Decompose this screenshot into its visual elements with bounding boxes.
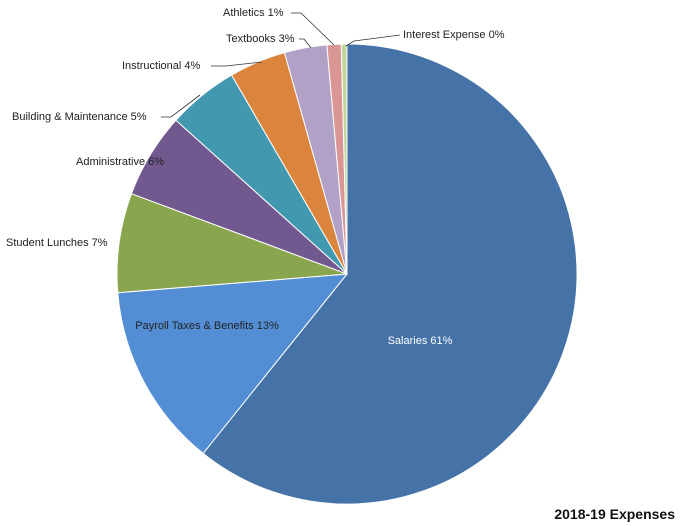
data-label-interest-expense: Interest Expense 0% <box>403 29 505 41</box>
data-label-athletics: Athletics 1% <box>223 7 284 19</box>
data-label-building-maintenance: Building & Maintenance 5% <box>12 111 147 123</box>
leader-line-textbooks <box>299 38 312 49</box>
data-label-payroll-taxes-benefits: Payroll Taxes & Benefits 13% <box>135 320 279 332</box>
leader-line-instructional <box>211 61 263 67</box>
leader-line-athletics <box>291 12 335 46</box>
leader-line-building-maintenance <box>161 94 201 118</box>
pie-slice-payroll-taxes-benefits <box>117 273 349 455</box>
pie-slice-salaries <box>202 43 578 505</box>
pie-slice-interest-expense <box>340 43 348 275</box>
data-label-instructional: Instructional 4% <box>122 60 200 72</box>
leader-line-interest-expense <box>345 34 401 47</box>
data-label-salaries: Salaries 61% <box>388 335 453 347</box>
chart-title: 2018-19 Expenses <box>554 506 675 522</box>
data-label-textbooks: Textbooks 3% <box>226 33 295 45</box>
data-label-student-lunches: Student Lunches 7% <box>6 237 108 249</box>
data-label-administrative: Administrative 6% <box>76 156 164 168</box>
